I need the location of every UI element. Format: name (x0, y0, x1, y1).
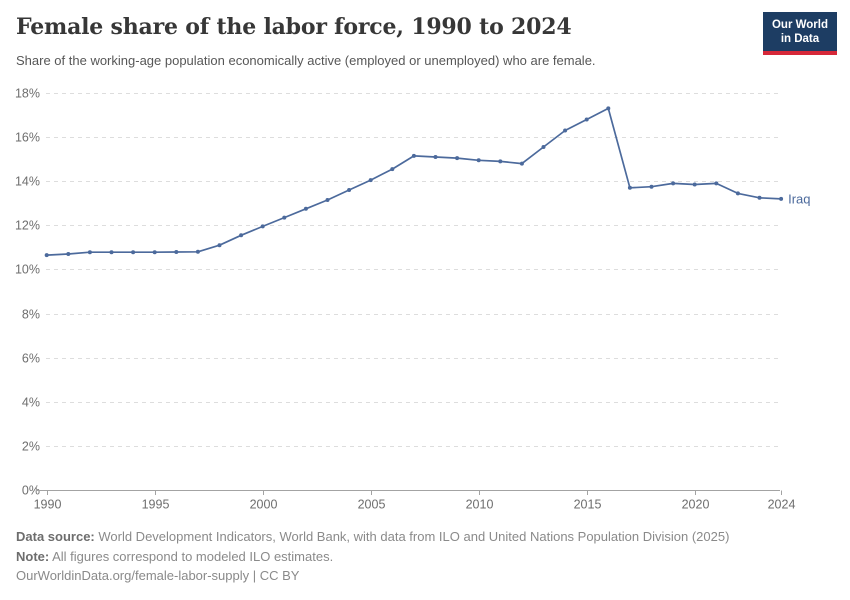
x-axis-tick-label: 2015 (574, 498, 602, 512)
data-point[interactable] (779, 196, 784, 201)
line-chart[interactable]: 0% 2% 4% 6% 8% 10% 12% 14% 16% 18% 1990 1995 2000 200… (0, 85, 850, 525)
data-point[interactable] (455, 156, 460, 161)
x-axis (36, 485, 782, 495)
y-axis-tick-label: 10% (15, 263, 40, 277)
y-gridlines (46, 93, 782, 447)
x-axis-tick-label: 2010 (466, 498, 494, 512)
x-axis-tick-label: 1995 (142, 498, 170, 512)
x-axis-tick-label: 2005 (358, 498, 386, 512)
owid-logo-line2: in Data (780, 32, 820, 45)
footer-note-line: Note: All figures correspond to modeled … (16, 547, 729, 567)
data-point[interactable] (433, 155, 438, 159)
y-axis-tick-label: 16% (15, 131, 40, 145)
data-point[interactable] (109, 250, 114, 255)
data-point[interactable] (44, 253, 49, 258)
data-point[interactable] (195, 249, 200, 254)
data-point[interactable] (87, 250, 92, 255)
data-point[interactable] (606, 106, 611, 111)
y-axis-tick-label: 6% (22, 352, 40, 366)
data-point[interactable] (174, 250, 179, 254)
data-point[interactable] (325, 198, 330, 202)
footer-source-line: Data source: World Development Indicator… (16, 527, 729, 547)
y-axis-tick-label: 14% (15, 175, 40, 189)
series-end-label[interactable]: Iraq (788, 191, 810, 206)
data-point[interactable] (627, 185, 632, 190)
data-point[interactable] (217, 243, 222, 248)
source-label: Data source: (16, 529, 95, 544)
y-axis-tick-label: 8% (22, 308, 40, 322)
data-point[interactable] (563, 128, 568, 133)
data-point[interactable] (347, 188, 352, 192)
owid-logo-line1: Our World (771, 19, 828, 31)
data-point[interactable] (757, 195, 762, 200)
data-point[interactable] (368, 178, 373, 183)
data-point[interactable] (260, 224, 265, 229)
series-iraq[interactable]: Iraq (44, 106, 811, 258)
data-point[interactable] (476, 158, 481, 163)
y-axis-tick-label: 18% (15, 87, 40, 101)
x-axis-tick-label: 1990 (34, 498, 62, 512)
x-axis-tick-label: 2000 (250, 498, 278, 512)
data-point[interactable] (303, 206, 308, 211)
data-point[interactable] (519, 161, 524, 166)
data-point[interactable] (390, 167, 395, 172)
data-point[interactable] (541, 145, 546, 149)
data-point[interactable] (282, 215, 287, 220)
x-axis-tick-label: 2024 (768, 498, 796, 512)
owid-logo[interactable]: Our World in Data (762, 12, 837, 55)
data-point[interactable] (671, 181, 676, 186)
source-text: World Development Indicators, World Bank… (94, 529, 730, 544)
data-point[interactable] (649, 184, 654, 189)
data-point[interactable] (66, 252, 71, 256)
y-axis-tick-label: 12% (15, 219, 40, 233)
chart-footer: Data source: World Development Indicator… (16, 527, 729, 586)
data-point[interactable] (714, 181, 719, 186)
y-axis-labels: 0% 2% 4% 6% 8% 10% 12% 14% 16% 18% (15, 87, 40, 498)
data-point[interactable] (152, 250, 157, 255)
x-axis-tick-label: 2020 (682, 498, 710, 512)
y-axis-tick-label: 2% (22, 440, 40, 454)
data-point[interactable] (498, 159, 503, 164)
data-point[interactable] (131, 250, 136, 255)
data-point[interactable] (239, 233, 244, 238)
chart-title: Female share of the labor force, 1990 to… (16, 14, 572, 40)
note-label: Note: (16, 548, 50, 564)
y-axis-tick-label: 0% (22, 484, 40, 498)
data-point[interactable] (411, 153, 416, 158)
footer-url-line[interactable]: OurWorldinData.org/female-labor-supply |… (16, 568, 300, 583)
note-text: All figures correspond to modeled ILO es… (49, 548, 334, 564)
data-point[interactable] (584, 117, 589, 122)
chart-subtitle: Share of the working-age population econ… (16, 53, 596, 68)
x-axis-labels: 1990 1995 2000 2005 2010 2015 2020 2024 (34, 498, 796, 512)
data-point[interactable] (735, 191, 740, 196)
y-axis-tick-label: 4% (22, 396, 40, 410)
data-point[interactable] (692, 182, 697, 187)
